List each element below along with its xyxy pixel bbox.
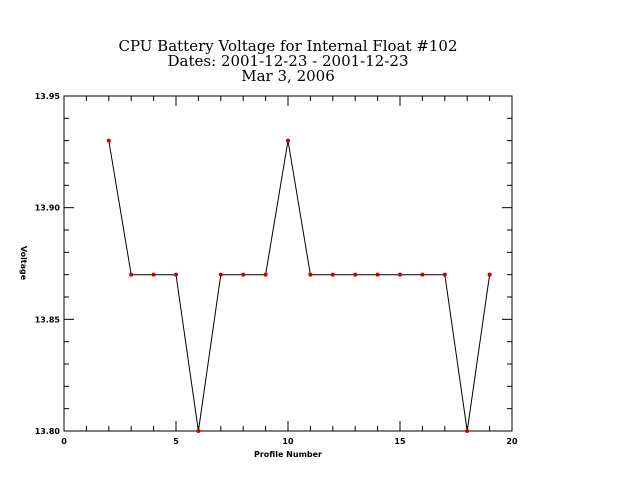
y-tick-label: 13.95 [35, 92, 61, 101]
series-line [108, 140, 491, 432]
chart-title: CPU Battery Voltage for Internal Float #… [118, 37, 457, 85]
data-point [442, 272, 447, 277]
data-point [196, 429, 201, 433]
data-point [398, 272, 402, 277]
data-point [241, 272, 246, 277]
data-point [174, 272, 178, 277]
y-tick-label: 13.80 [35, 427, 61, 436]
y-axis-label: Voltage [19, 246, 28, 281]
data-point [106, 138, 111, 143]
x-tick-label: 20 [506, 437, 518, 446]
data-point [330, 272, 335, 277]
x-axis-label: Profile Number [254, 450, 322, 459]
title-line-1: CPU Battery Voltage for Internal Float #… [118, 37, 457, 55]
data-points [106, 138, 492, 433]
x-tick-label: 5 [173, 437, 179, 446]
data-point [286, 138, 290, 143]
data-point [263, 272, 268, 277]
title-line-2: Dates: 2001-12-23 - 2001-12-23 [168, 52, 409, 70]
x-tick-label: 15 [394, 437, 406, 446]
data-point [353, 272, 358, 277]
data-point [218, 272, 223, 277]
x-axis: 0 5 10 15 20 [61, 96, 518, 446]
data-point [129, 272, 134, 277]
data-point [375, 272, 380, 277]
data-point [465, 429, 470, 433]
x-tick-label: 0 [61, 437, 67, 446]
x-tick-label: 10 [282, 437, 294, 446]
data-point [420, 272, 425, 277]
y-axis: 13.80 13.85 13.90 13.95 [35, 92, 512, 436]
data-point [308, 272, 313, 277]
y-tick-label: 13.90 [35, 204, 61, 213]
data-point [151, 272, 156, 277]
data-point [487, 272, 492, 277]
title-line-3: Mar 3, 2006 [241, 67, 335, 85]
y-tick-label: 13.85 [35, 315, 61, 324]
plot-frame [63, 95, 513, 432]
